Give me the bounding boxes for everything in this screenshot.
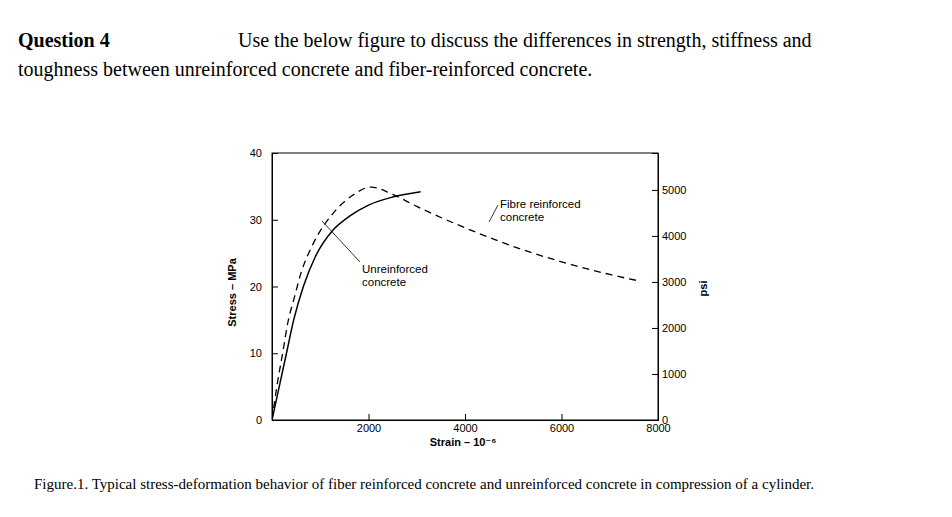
tick: 10: [250, 347, 278, 359]
series-label-line: Fibre reinforced: [500, 198, 581, 210]
tick-label: 5000: [662, 184, 686, 196]
tick-mark: [658, 414, 659, 420]
tick-label: 3000: [662, 276, 686, 288]
question-text: Use the below figure to discuss the diff…: [238, 29, 812, 52]
question: Question 4 Use the below figure to discus…: [18, 29, 812, 81]
tick-mark: [272, 287, 278, 288]
series-line: [272, 192, 421, 420]
tick-mark: [272, 220, 278, 221]
tick-label: 30: [250, 214, 262, 226]
tick-mark: [652, 328, 658, 329]
tick-mark: [652, 282, 658, 283]
tick-mark: [652, 236, 658, 237]
axis-line: [273, 414, 659, 421]
y-axis: 0 10 20 30 40: [250, 147, 278, 426]
tick: 2000: [357, 414, 381, 434]
tick: 3000: [652, 276, 686, 288]
leader-line: [489, 205, 498, 222]
tick: 2000: [652, 322, 686, 334]
series-label-line: concrete: [500, 211, 544, 223]
caption: Figure.1. Typical stress-deformation beh…: [34, 476, 814, 492]
tick-mark: [272, 353, 278, 354]
tick-label: 1000: [662, 368, 686, 380]
y2-axis-title: psi: [697, 281, 709, 297]
tick: 4000: [652, 230, 686, 242]
tick: 5000: [652, 184, 686, 196]
x-axis: 2000 4000 6000 8000: [273, 414, 671, 434]
series-line: [272, 187, 640, 420]
tick-label: 6000: [550, 422, 574, 434]
chart: 0 10 20 30 400 1000 2000 3000 4000 5000 2000 4000 60…: [226, 147, 709, 448]
series-label-line: Unreinforced: [362, 263, 428, 275]
tick: 40: [250, 147, 278, 159]
tick-mark: [369, 414, 370, 420]
tick-label: 4000: [662, 230, 686, 242]
tick-label: 2000: [662, 322, 686, 334]
tick-label: 8000: [646, 422, 670, 434]
leader-line: [322, 221, 360, 262]
question-label: Question 4: [18, 29, 110, 51]
tick-mark: [562, 414, 563, 420]
tick: 1000: [652, 368, 686, 380]
tick-mark: [652, 374, 658, 375]
series-label: Unreinforcedconcrete: [362, 263, 428, 288]
tick: 4000: [453, 414, 477, 434]
tick-label: 2000: [357, 422, 381, 434]
tick-label: 0: [256, 414, 262, 426]
tick-label: 10: [250, 347, 262, 359]
tick-mark: [272, 153, 278, 154]
plot-frame: [272, 153, 658, 420]
tick: 20: [250, 281, 278, 293]
tick: 30: [250, 214, 278, 226]
tick-label: 20: [250, 281, 262, 293]
y2-axis: 010002000300040005000: [652, 154, 686, 427]
series-label: Fibre reinforcedconcrete: [500, 198, 581, 223]
axis-line: [652, 154, 659, 421]
series-group: [272, 187, 640, 420]
page: Question 4 Use the below figure to discus…: [0, 0, 952, 517]
tick-mark: [652, 190, 658, 191]
tick: 8000: [646, 414, 670, 434]
series-label-line: concrete: [362, 276, 406, 288]
tick: 6000: [550, 414, 574, 434]
tick-label: 4000: [453, 422, 477, 434]
tick-label: 40: [250, 147, 262, 159]
y-axis-title: Stress – MPa: [226, 257, 238, 326]
x-axis-title: Strain – 10⁻⁶: [430, 436, 497, 448]
question-text: toughness between unreinforced concrete …: [18, 58, 592, 81]
tick-mark: [465, 414, 466, 420]
